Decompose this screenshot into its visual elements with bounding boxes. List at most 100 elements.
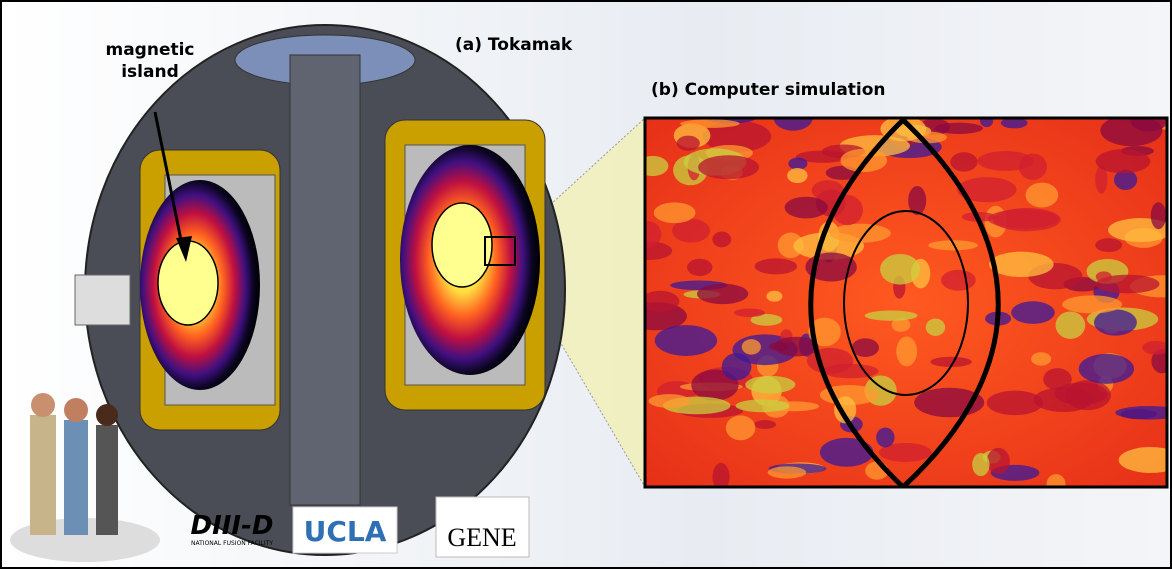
turbulence-blob <box>934 122 983 134</box>
gene-logo <box>435 496 530 558</box>
turbulence-blob <box>676 135 700 151</box>
turbulence-blob <box>645 290 680 312</box>
turbulence-blob <box>980 118 994 128</box>
turbulence-blob <box>808 317 841 347</box>
logo-text: DIII-D <box>191 511 274 541</box>
turbulence-blob <box>811 180 844 201</box>
turbulence-blob <box>725 415 756 441</box>
people-figure <box>10 393 160 562</box>
turbulence-blob <box>648 394 691 408</box>
turbulence-blob <box>896 336 918 367</box>
turbulence-blob <box>795 150 850 163</box>
turbulence-blob <box>721 353 752 381</box>
turbulence-blob <box>989 251 1054 278</box>
turbulence-blob <box>891 318 911 332</box>
turbulence-blob <box>880 253 921 285</box>
turbulence-blob <box>745 375 796 394</box>
turbulence-blob <box>1000 118 1028 129</box>
turbulence-blob <box>986 390 1043 416</box>
turbulence-blob <box>767 466 807 479</box>
turbulence-blob <box>930 356 972 367</box>
simulation-label: (b) Computer simulation <box>651 80 886 100</box>
turbulence-blob <box>654 325 718 356</box>
turbulence-blob <box>750 314 783 326</box>
turbulence-blob <box>928 240 979 251</box>
turbulence-blob <box>1055 311 1086 339</box>
turbulence-blob <box>734 308 765 317</box>
turbulence-blob <box>1113 169 1138 191</box>
turbulence-blob <box>1062 295 1123 314</box>
turbulence-blob <box>1025 182 1059 208</box>
turbulence-blob <box>1093 309 1137 336</box>
turbulence-blob <box>1095 271 1112 282</box>
turbulence-blob <box>1095 149 1151 174</box>
turbulence-blob <box>753 420 777 429</box>
turbulence-blob <box>1095 238 1123 253</box>
turbulence-blob <box>851 338 879 358</box>
arrow-head <box>176 236 192 262</box>
turbulence-blob <box>977 151 1034 171</box>
turbulence-blob <box>788 157 808 170</box>
turbulence-blob <box>787 167 808 184</box>
turbulence-blob <box>645 155 669 177</box>
turbulence-blob <box>1011 301 1055 324</box>
logo-text: UCLA <box>304 515 387 548</box>
turbulence-blob <box>1033 387 1094 413</box>
turbulence-blob <box>829 223 891 243</box>
ucla-logo <box>292 506 398 554</box>
turbulence-blob <box>1046 474 1066 487</box>
turbulence-blob <box>741 339 761 355</box>
turbulence-blob <box>702 120 772 153</box>
turbulence-blob <box>972 452 990 477</box>
turbulence-blob <box>1142 340 1167 355</box>
turbulence-blob <box>1078 353 1135 384</box>
turbulence-blob <box>698 155 760 180</box>
turbulence-blob <box>908 185 927 215</box>
turbulence-blob <box>754 258 798 275</box>
turbulence-blob <box>773 118 813 131</box>
turbulence-blob <box>1095 165 1108 194</box>
turbulence-blob <box>879 442 932 462</box>
turbulence-blob <box>773 336 819 357</box>
turbulence-blob <box>880 118 927 142</box>
turbulence-blob <box>950 152 978 172</box>
turbulence-blob <box>1108 218 1167 243</box>
turbulence-blob <box>784 196 828 219</box>
turbulence-blob <box>925 318 946 336</box>
diiid-logo: DIII-D NATIONAL FUSION FACILITY <box>191 511 274 547</box>
turbulence-blob <box>680 119 740 128</box>
turbulence-blob <box>735 399 790 413</box>
turbulence-blob <box>697 283 749 305</box>
turbulence-blob <box>1150 202 1167 230</box>
turbulence-blob <box>986 447 1010 474</box>
turbulence-blob <box>1115 405 1167 420</box>
logo-subtitle: NATIONAL FUSION FACILITY <box>191 540 273 547</box>
turbulence-blob <box>864 310 918 321</box>
turbulence-blob <box>653 202 696 224</box>
turbulence-blob <box>876 427 895 448</box>
turbulence-blob <box>1151 348 1167 374</box>
turbulence-blob <box>712 462 730 487</box>
turbulence-blob <box>987 209 1060 229</box>
logo-text: GENE <box>447 523 516 552</box>
panel-frame <box>643 116 1169 489</box>
turbulence-blob <box>687 258 713 277</box>
turbulence-blob <box>819 437 874 467</box>
island-label: island <box>121 62 179 82</box>
turbulence-blob <box>1095 274 1160 294</box>
turbulence-blob <box>957 177 1017 203</box>
turbulence-blob <box>834 396 857 424</box>
turbulence-blob <box>672 218 711 243</box>
zoom-edge <box>514 264 646 488</box>
simulation-panel <box>645 118 1167 487</box>
island-arrow <box>153 111 185 251</box>
turbulence-blob <box>1118 447 1167 473</box>
turbulence-blob <box>1043 368 1072 391</box>
turbulence-blob <box>766 290 783 302</box>
turbulence-blob <box>768 342 790 351</box>
turbulence-blob <box>1031 352 1052 366</box>
turbulence-blob <box>645 220 662 249</box>
tokamak <box>74 24 566 556</box>
tokamak-label: (a) Tokamak <box>455 35 573 55</box>
